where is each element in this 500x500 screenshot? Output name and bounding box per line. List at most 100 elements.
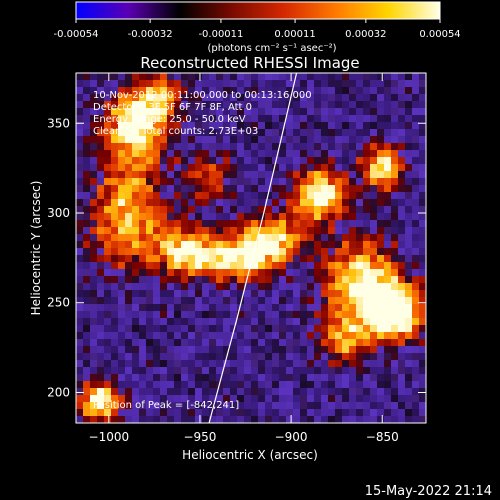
heatmap-cell [125,248,133,256]
heatmap-cell [398,220,406,228]
heatmap-cell [251,297,259,305]
heatmap-cell [363,262,371,270]
heatmap-cell [181,409,189,417]
heatmap-cell [237,311,245,319]
heatmap-cell [342,304,350,312]
heatmap-cell [335,185,343,193]
heatmap-cell [328,234,336,242]
heatmap-cell [223,402,231,410]
heatmap-cell [314,388,322,396]
heatmap-cell [244,220,252,228]
heatmap-cell [265,115,273,123]
heatmap-cell [363,388,371,396]
heatmap-cell [279,241,287,249]
heatmap-cell [251,367,259,375]
heatmap-cell [349,416,357,423]
heatmap-cell [202,367,210,375]
heatmap-cell [412,206,420,214]
heatmap-cell [251,234,259,242]
heatmap-cell [167,353,175,361]
heatmap-cell [342,178,350,186]
heatmap-cell [363,416,371,423]
heatmap-cell [125,367,133,375]
heatmap-cell [279,185,287,193]
heatmap-cell [174,297,182,305]
solar-limb-line [208,73,298,423]
timestamp: 15-May-2022 21:14 [365,484,492,499]
heatmap-cell [202,213,210,221]
heatmap-cell [160,171,168,179]
heatmap-cell [286,94,294,102]
heatmap-cell [314,353,322,361]
heatmap-cell [237,108,245,116]
heatmap-cell [167,199,175,207]
heatmap-cell [300,360,308,368]
heatmap-cell [83,199,91,207]
heatmap-cell [321,360,329,368]
heatmap-cell [258,255,266,263]
heatmap-cell [349,304,357,312]
heatmap-cell [349,381,357,389]
heatmap-cell [223,234,231,242]
heatmap-cell [139,346,147,354]
heatmap-cell [342,185,350,193]
heatmap-cell [97,374,105,382]
heatmap-cell [328,199,336,207]
heatmap-cell [384,304,392,312]
heatmap-cell [405,297,413,305]
heatmap-cell [118,325,126,333]
heatmap-cell [307,311,315,319]
heatmap-cell [111,213,119,221]
heatmap-cell [300,353,308,361]
heatmap-cell [153,388,161,396]
heatmap-cell [342,311,350,319]
heatmap-cell [209,178,217,186]
heatmap-cell [258,388,266,396]
heatmap-cell [125,388,133,396]
heatmap-cell [384,262,392,270]
heatmap-cell [188,290,196,298]
heatmap-cell [139,115,147,123]
heatmap-cell [83,143,91,151]
heatmap-cell [216,409,224,417]
heatmap-cell [237,374,245,382]
heatmap-cell [307,248,315,256]
heatmap-cell [342,157,350,165]
heatmap-cell [363,115,371,123]
heatmap-cell [349,129,357,137]
heatmap-cell [251,94,259,102]
heatmap-cell [223,304,231,312]
heatmap-cell [258,206,266,214]
heatmap-cell [97,143,105,151]
heatmap-cell [405,185,413,193]
heatmap-cell [195,164,203,172]
heatmap-cell [335,234,343,242]
heatmap-cell [216,199,224,207]
heatmap-cell [419,241,426,249]
heatmap-cell [398,346,406,354]
heatmap-cell [132,283,140,291]
heatmap-cell [76,325,84,333]
heatmap-cell [209,416,217,423]
heatmap-cell [188,388,196,396]
heatmap-cell [307,192,315,200]
heatmap-cell [97,276,105,284]
heatmap-cell [307,122,315,130]
heatmap-cell [209,227,217,235]
heatmap-cell [132,304,140,312]
heatmap-cell [293,150,301,158]
heatmap-cell [279,269,287,277]
heatmap-cell [153,276,161,284]
heatmap-cell [356,388,364,396]
heatmap-cell [419,157,426,165]
heatmap-cell [307,199,315,207]
heatmap-cell [146,395,154,403]
y-axis-label: Heliocentric Y (arcsec) [29,181,43,316]
heatmap-cell [237,136,245,144]
heatmap-cell [307,80,315,88]
heatmap-cell [307,332,315,340]
heatmap-cell [377,199,385,207]
heatmap-cell [356,283,364,291]
heatmap-cell [202,129,210,137]
heatmap-cell [174,276,182,284]
